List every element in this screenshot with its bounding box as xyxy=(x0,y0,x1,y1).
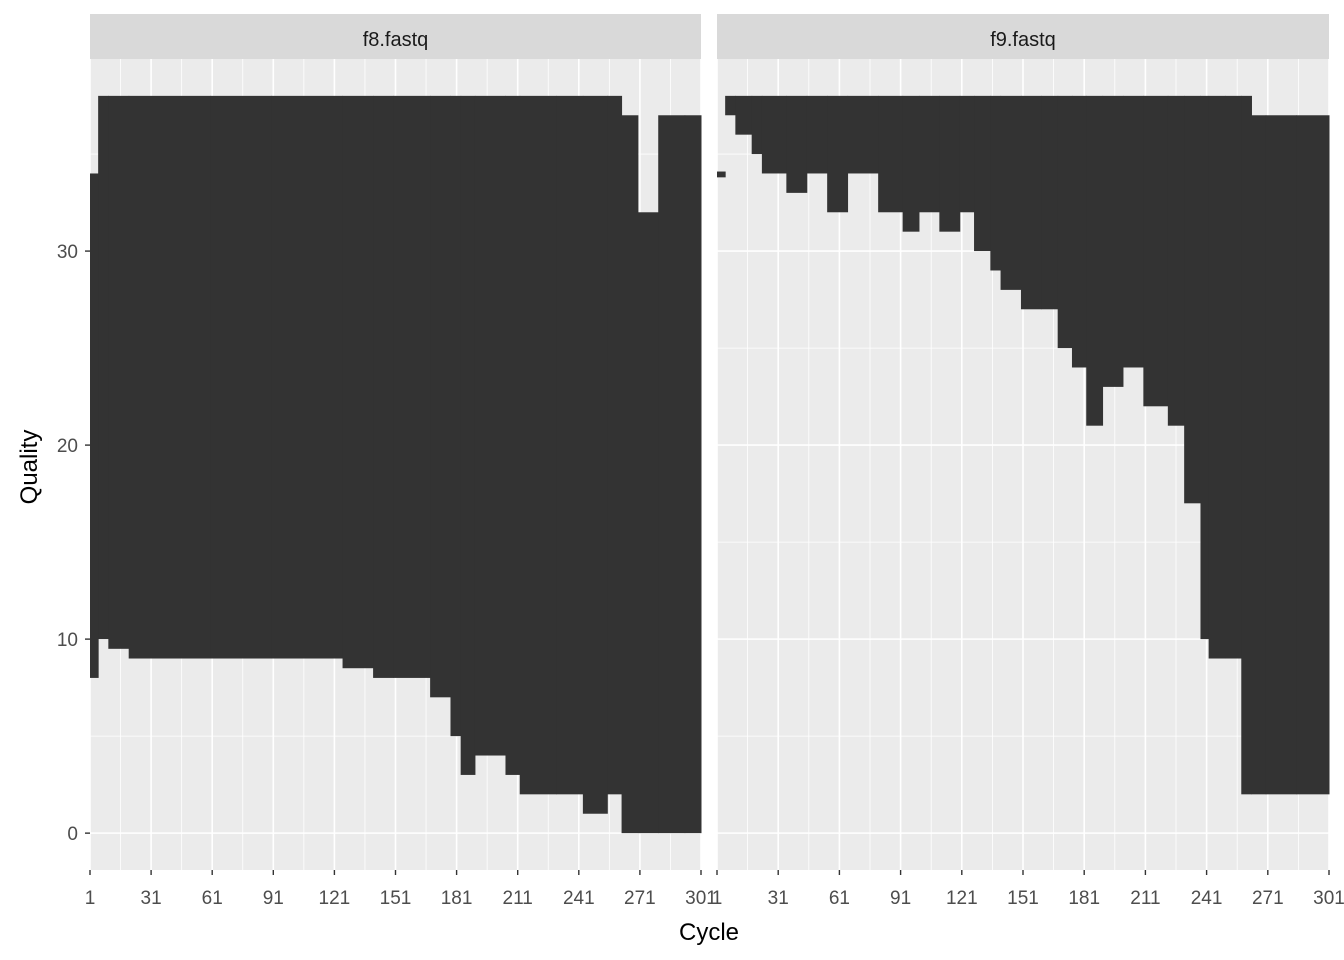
quality-bar xyxy=(342,95,374,669)
facet-strip-label: f9.fastq xyxy=(990,29,1056,51)
x-tick-label: 31 xyxy=(768,888,789,909)
quality-bar xyxy=(717,171,726,178)
x-tick-label: 1 xyxy=(85,888,96,909)
facet-panel-1: f8.fastq 1 31 61 91 121 151 181 211 241 271 301 0 10 2… xyxy=(57,14,717,909)
quality-bar xyxy=(637,212,659,834)
x-tick-label: 301 xyxy=(1313,888,1344,909)
y-tick-label: 20 xyxy=(57,436,78,457)
quality-bar xyxy=(474,95,506,756)
quality-bar xyxy=(393,95,431,678)
quality-bar xyxy=(505,95,521,775)
quality-bar xyxy=(271,95,344,659)
quality-bar xyxy=(658,115,686,834)
quality-bar xyxy=(1251,115,1267,795)
x-tick-label: 1 xyxy=(712,888,723,909)
x-tick-label: 151 xyxy=(380,888,412,909)
quality-bar xyxy=(1296,115,1330,795)
quality-bar xyxy=(607,95,623,795)
quality-bar xyxy=(460,95,476,775)
quality-bar xyxy=(918,95,940,213)
quality-bar xyxy=(827,95,849,213)
x-tick-label: 121 xyxy=(946,888,978,909)
quality-bar xyxy=(1224,95,1242,659)
x-tick-label: 91 xyxy=(263,888,284,909)
quality-bar xyxy=(959,95,975,213)
x-tick-label: 271 xyxy=(1252,888,1284,909)
quality-bar xyxy=(1071,95,1087,368)
quality-bar xyxy=(1020,95,1042,310)
quality-bar xyxy=(128,95,211,659)
y-tick-label: 0 xyxy=(67,824,78,845)
quality-bar xyxy=(1265,115,1297,795)
x-tick-label: 61 xyxy=(202,888,223,909)
quality-bar xyxy=(1208,95,1226,659)
facet-strip xyxy=(717,14,1329,59)
quality-bar xyxy=(847,95,879,174)
quality-bar xyxy=(1041,95,1059,310)
x-tick-label: 121 xyxy=(319,888,351,909)
quality-bar xyxy=(1200,95,1210,640)
facet-strip xyxy=(90,14,701,59)
x-tick-label: 241 xyxy=(1191,888,1223,909)
quality-bar xyxy=(1143,95,1169,407)
quality-bar xyxy=(1086,95,1104,426)
quality-bar xyxy=(430,95,451,698)
quality-bar xyxy=(939,95,961,232)
quality-bar xyxy=(761,95,787,174)
x-tick-label: 241 xyxy=(563,888,595,909)
quality-bar xyxy=(786,95,808,193)
quality-bar xyxy=(582,95,608,814)
x-tick-label: 91 xyxy=(890,888,911,909)
x-tick-label: 181 xyxy=(441,888,473,909)
quality-bar xyxy=(210,95,272,659)
quality-bar xyxy=(902,95,920,232)
x-tick-label: 61 xyxy=(829,888,850,909)
x-tick-label: 211 xyxy=(503,888,533,909)
y-axis-title: Quality xyxy=(16,430,43,505)
quality-bar xyxy=(1122,95,1144,368)
quality-bar xyxy=(1184,95,1201,504)
quality-bar xyxy=(108,95,130,649)
quality-bar xyxy=(990,95,1002,271)
y-tick-label: 30 xyxy=(57,242,78,263)
y-tick-label: 10 xyxy=(57,630,78,651)
quality-bar xyxy=(806,95,828,174)
quality-bar xyxy=(373,95,394,678)
quality-bar xyxy=(878,95,904,213)
x-axis-title: Cycle xyxy=(679,919,739,946)
facet-panel-2: f9.fastq 1 31 61 91 121 151 181 211 241 271 301 xyxy=(712,14,1344,909)
quality-bar xyxy=(1000,95,1022,290)
quality-bar xyxy=(1102,95,1124,387)
quality-bar xyxy=(1241,95,1252,795)
facet-strip-label: f8.fastq xyxy=(363,29,429,51)
quality-bar xyxy=(1057,95,1073,349)
quality-bar xyxy=(735,95,753,135)
quality-bar xyxy=(450,95,462,737)
quality-bar xyxy=(556,95,584,795)
quality-bar xyxy=(621,115,639,834)
quality-bar xyxy=(1167,95,1185,426)
x-tick-label: 271 xyxy=(624,888,656,909)
x-tick-label: 211 xyxy=(1130,888,1160,909)
quality-bar xyxy=(751,95,763,155)
x-tick-label: 151 xyxy=(1007,888,1039,909)
quality-bar xyxy=(519,95,557,795)
quality-bar xyxy=(974,95,991,252)
x-tick-label: 181 xyxy=(1068,888,1100,909)
x-tick-label: 31 xyxy=(141,888,162,909)
x-tick-label: 301 xyxy=(685,888,717,909)
quality-bar xyxy=(98,95,109,640)
quality-bar xyxy=(684,115,702,834)
quality-bar xyxy=(725,95,736,116)
quality-bar xyxy=(90,173,99,678)
